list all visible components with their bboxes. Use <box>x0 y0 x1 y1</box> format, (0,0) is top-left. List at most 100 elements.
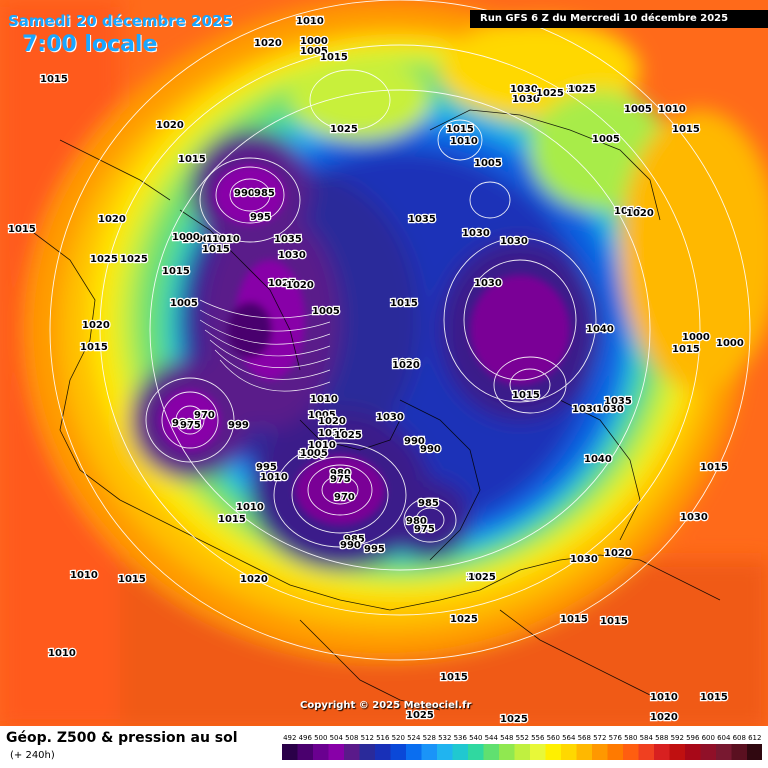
isobar-value-label: 1005 <box>170 298 198 309</box>
isobar-value-label: 990 <box>234 188 255 199</box>
legend-tick-label: 572 <box>593 734 606 742</box>
isobar-value-label: 1005 <box>474 158 502 169</box>
legend-tick-label: 596 <box>686 734 700 742</box>
isobar-value-label: 1030 <box>500 236 528 247</box>
isobar-value-label: 1030 <box>462 228 490 239</box>
isobar-value-label: 1030 <box>510 84 538 95</box>
isobar-value-label: 1030 <box>596 404 624 415</box>
legend-swatch <box>747 744 762 760</box>
legend-swatch <box>437 744 453 760</box>
legend-tick-label: 500 <box>314 734 327 742</box>
isobar-value-label: 1000 <box>716 338 744 349</box>
isobar-value-label: 1015 <box>162 266 190 277</box>
isobar-value-label: 1015 <box>600 616 628 627</box>
legend-panel: Géop. Z500 & pression au sol (+ 240h) 49… <box>0 726 768 768</box>
legend-swatch <box>716 744 732 760</box>
isobar-cluster <box>199 299 331 392</box>
isobar-value-label: 980 <box>406 516 427 527</box>
isobar-value-label: 1015 <box>8 224 36 235</box>
isobar-value-label: 1010 <box>310 394 338 405</box>
isobar-value-label: 1020 <box>240 574 268 585</box>
isobar-value-label: 1010 <box>236 502 264 513</box>
isobar-value-label: 1015 <box>672 344 700 355</box>
isobar-value-label: 995 <box>364 544 385 555</box>
isobar-value-label: 1015 <box>700 692 728 703</box>
legend-swatch <box>499 744 515 760</box>
isobar-value-label: 1005 <box>592 134 620 145</box>
isobar-value-label: 1015 <box>672 124 700 135</box>
model-run-banner: Run GFS 6 Z du Mercredi 10 décembre 2025 <box>470 10 768 28</box>
legend-tick-label: 600 <box>702 734 715 742</box>
legend-swatch <box>607 744 623 760</box>
isobar-value-label: 1030 <box>570 554 598 565</box>
isobar-value-label: 1000 <box>682 332 710 343</box>
isobar-value-label: 1030 <box>680 512 708 523</box>
legend-tick-label: 508 <box>345 734 358 742</box>
isobar-value-label: 995 <box>256 462 277 473</box>
isobar-value-label: 1005 <box>308 410 336 421</box>
isobar-value-label: 1015 <box>560 614 588 625</box>
isobar-value-label: 1030 <box>512 94 540 105</box>
isobar-value-label: 1035 <box>274 234 302 245</box>
legend-swatch <box>421 744 437 760</box>
legend-tick-label: 584 <box>640 734 654 742</box>
isobar-value-label: 1030 <box>376 412 404 423</box>
legend-tick-label: 564 <box>562 734 576 742</box>
isobar-value-label: 1025 <box>468 572 496 583</box>
isobar-value-label: 1015 <box>318 428 346 439</box>
isobar-value-label: 1015 <box>320 52 348 63</box>
legend-tick-label: 536 <box>454 734 468 742</box>
legend-tick-label: 544 <box>485 734 499 742</box>
isobar-value-label: 1020 <box>318 416 346 427</box>
copyright-notice: Copyright © 2025 Meteociel.fr <box>300 700 472 711</box>
legend-swatch <box>282 744 298 760</box>
legend-swatch <box>375 744 391 760</box>
legend-tick-label: 496 <box>299 734 313 742</box>
isobars <box>49 0 751 661</box>
isobar-value-label: 1015 <box>446 124 474 135</box>
isobar-value-label: 1015 <box>440 672 468 683</box>
isobar-value-label: 1010 <box>70 570 98 581</box>
legend-tick-label: 512 <box>361 734 374 742</box>
isobar-value-label: 1025 <box>536 88 564 99</box>
isobar-value-label: 1010 <box>658 104 686 115</box>
isobar-value-label: 1015 <box>118 574 146 585</box>
isobar-value-label: 975 <box>414 524 435 535</box>
forecast-date: Samedi 20 décembre 2025 <box>8 12 233 30</box>
isobar-value-label: 980 <box>172 418 193 429</box>
isobar-value-label: 990 <box>340 540 361 551</box>
isobar-value-label: 1000 <box>298 450 326 461</box>
isobar-value-label: 1000 <box>206 234 234 245</box>
isobar-value-label: 1020 <box>626 208 654 219</box>
legend-swatch <box>344 744 360 760</box>
legend-tick-label: 608 <box>733 734 746 742</box>
legend-swatch <box>545 744 561 760</box>
legend-swatch <box>514 744 530 760</box>
isobar-value-label: 1020 <box>392 360 420 371</box>
legend-swatch <box>390 744 406 760</box>
isobar-value-label: 1025 <box>568 84 596 95</box>
legend-swatch <box>654 744 670 760</box>
isobar-value-label: 1015 <box>202 244 230 255</box>
isobar-value-label: 999 <box>228 420 249 431</box>
isobar-value-label: 1025 <box>406 710 434 721</box>
isobar-value-label: 1010 <box>48 648 76 659</box>
isobar-value-label: 1000 <box>172 232 200 243</box>
isobar-value-label: 1025 <box>268 278 296 289</box>
isobar-value-label: 1010 <box>614 206 642 217</box>
isobar-value-label: 1040 <box>586 324 614 335</box>
legend-tick-label: 504 <box>330 734 344 742</box>
legend-tick-label: 516 <box>376 734 390 742</box>
legend-tick-label: 520 <box>392 734 405 742</box>
isobar-value-label: 1010 <box>212 234 240 245</box>
isobar-value-label: 1010 <box>254 38 282 49</box>
legend-tick-label: 552 <box>516 734 529 742</box>
isobar-value-label: 970 <box>194 410 215 421</box>
isobar-value-label: 1010 <box>450 136 478 147</box>
isobar-value-label: 1010 <box>296 16 324 27</box>
isobar-value-label: 1015 <box>700 462 728 473</box>
isobar-value-label: 1005 <box>624 104 652 115</box>
isobar-value-label: 1020 <box>604 548 632 559</box>
isobar-value-label: 995 <box>250 212 271 223</box>
isobar-value-label: 975 <box>330 474 351 485</box>
